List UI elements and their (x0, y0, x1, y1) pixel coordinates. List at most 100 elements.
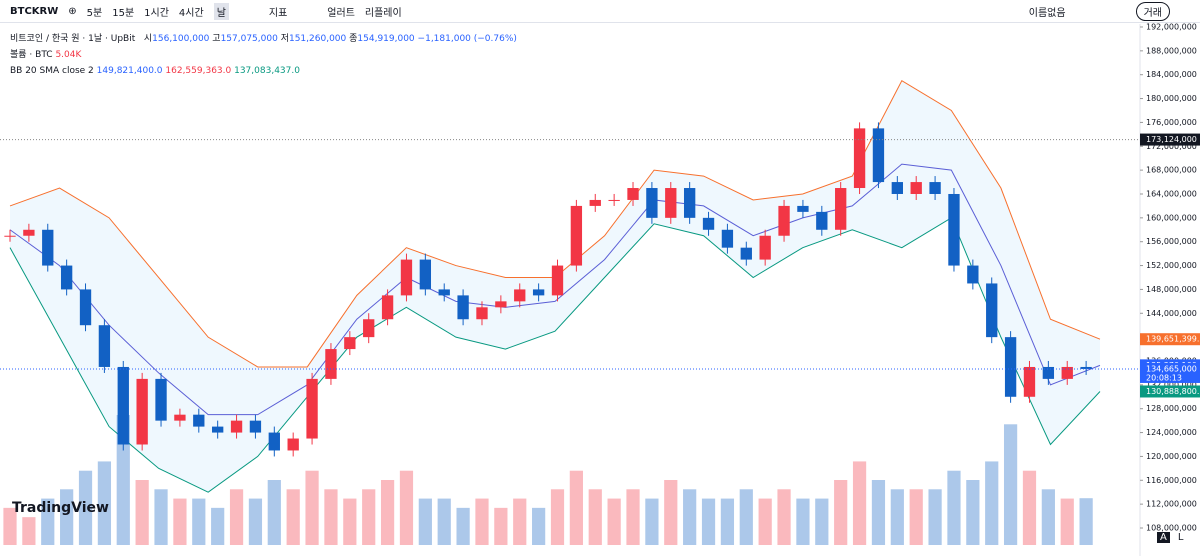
candle (136, 378, 148, 445)
candle (948, 193, 960, 266)
candle (872, 128, 885, 183)
volume-bar (758, 498, 772, 545)
candle (1042, 366, 1055, 379)
price-label: 130,888,800.1 (1146, 387, 1200, 396)
volume-bar (305, 470, 319, 545)
value: 151,260,000 (288, 34, 347, 44)
volume-bar (135, 480, 149, 545)
interval[interactable]: 15분 (112, 7, 135, 19)
volume-bar (588, 489, 602, 545)
candle (759, 235, 771, 260)
candle (986, 283, 998, 338)
candle (400, 259, 413, 296)
volume-bar (173, 498, 187, 545)
candle (683, 188, 696, 218)
volume-bar (343, 498, 357, 545)
volume-bar (1079, 498, 1093, 545)
label: 시 (143, 34, 153, 44)
auto-button[interactable]: A (1157, 532, 1170, 543)
logo: TradingView (12, 500, 109, 516)
volume-bar (211, 507, 225, 545)
volume-bar (513, 498, 527, 545)
volume-bar (475, 498, 489, 545)
interval[interactable]: 날 (213, 2, 229, 20)
volume-bar (834, 480, 848, 545)
y-tick-label: 120,000,000 (1146, 452, 1197, 461)
candle (419, 259, 432, 290)
candle (344, 337, 356, 350)
volume-bar (852, 461, 867, 545)
legend-row: 볼륨 · BTC 5.04K (10, 47, 517, 63)
price-label-bg (1140, 385, 1200, 398)
label: 종 (349, 34, 358, 44)
y-tick-label: 168,000,000 (1146, 166, 1197, 175)
volume-bar (418, 498, 432, 545)
volume-bar (966, 480, 980, 545)
band-line (9, 163, 1101, 416)
volume-bar (41, 498, 55, 545)
log-button[interactable]: L (1177, 532, 1184, 543)
y-tick-label: 124,000,000 (1146, 428, 1197, 437)
volume-bar (380, 480, 395, 545)
volume-bar (1003, 424, 1018, 545)
value: 137,083,437.0 (234, 66, 300, 76)
candle (608, 199, 620, 201)
volume-bar (532, 507, 546, 545)
layout-name[interactable]: 이름없음 (1028, 7, 1066, 19)
y-tick-label: 156,000,000 (1146, 237, 1197, 246)
volume-bar (192, 498, 206, 545)
candle (476, 307, 488, 320)
volume-bar (229, 489, 244, 545)
interval[interactable]: 5분 (86, 7, 103, 19)
y-tick-label: 144,000,000 (1146, 309, 1197, 318)
y-tick-label: 116,000,000 (1146, 476, 1197, 485)
trade-button[interactable]: 거래 (1135, 1, 1170, 21)
volume-bar (645, 498, 659, 545)
candle (514, 289, 526, 302)
title: 비트코인 / 한국 원 · 1날 · UpBit (10, 34, 136, 44)
volume-bar (871, 480, 886, 545)
candle (79, 289, 92, 326)
candle (174, 414, 186, 421)
label: BB 20 SMA close 2 (10, 66, 94, 76)
indicators[interactable]: 지표 (268, 7, 288, 19)
symbol[interactable]: BTCKRW (10, 5, 59, 17)
y-tick-label: 108,000,000 (1146, 524, 1197, 533)
change: −1,181,000 (−0.76%) (417, 34, 517, 44)
candle (438, 289, 450, 296)
candle (589, 199, 601, 206)
candle (381, 295, 394, 320)
y-tick-label: 112,000,000 (1146, 500, 1197, 509)
y-tick-label: 192,000,000 (1146, 22, 1197, 31)
candle (287, 438, 299, 451)
band-line (9, 217, 1101, 493)
volume-bar (248, 498, 263, 545)
replay[interactable]: 리플레이 (364, 7, 402, 19)
candle (268, 432, 280, 451)
legend: 비트코인 / 한국 원 · 1날 · UpBit 시156,100,000 고1… (10, 31, 517, 79)
interval[interactable]: 4시간 (178, 7, 204, 19)
volume-bar (437, 498, 451, 545)
volume-bar (796, 498, 810, 545)
volume-bar (626, 489, 640, 545)
candle (910, 182, 922, 194)
candle (721, 229, 734, 248)
candle (60, 265, 73, 290)
candle (155, 378, 167, 421)
candle (816, 211, 828, 230)
interval[interactable]: 1시간 (144, 7, 169, 19)
volume-bar (985, 461, 999, 545)
volume-bar (97, 461, 112, 545)
candle (230, 420, 243, 433)
price-label-bg (1140, 362, 1200, 383)
volume-bar (569, 470, 583, 545)
volume-bar (399, 470, 414, 545)
volume-bar (116, 415, 130, 545)
candle (891, 182, 903, 194)
volume-bar (683, 489, 697, 545)
value: 5.04K (55, 50, 82, 60)
alert[interactable]: 얼러트 (327, 7, 355, 19)
y-tick-label: 152,000,000 (1146, 261, 1197, 270)
volume-bar (324, 489, 338, 545)
